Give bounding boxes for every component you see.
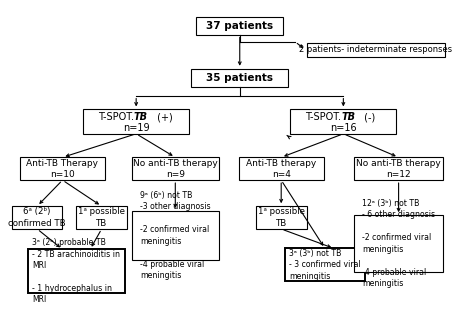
FancyBboxPatch shape	[28, 249, 125, 293]
Text: n=16: n=16	[330, 123, 356, 133]
FancyBboxPatch shape	[285, 249, 365, 281]
Text: Anti-TB therapy
n=4: Anti-TB therapy n=4	[246, 159, 316, 179]
FancyBboxPatch shape	[83, 109, 189, 134]
Text: 2 patients- indeterminate responses: 2 patients- indeterminate responses	[299, 45, 452, 55]
FancyBboxPatch shape	[238, 157, 324, 180]
Text: TB: TB	[134, 112, 148, 122]
Text: 1ᵃ possible
TB: 1ᵃ possible TB	[78, 207, 125, 228]
Text: Anti-TB Therapy
n=10: Anti-TB Therapy n=10	[27, 159, 99, 179]
FancyBboxPatch shape	[291, 109, 396, 134]
FancyBboxPatch shape	[196, 17, 283, 34]
FancyBboxPatch shape	[191, 69, 288, 87]
FancyBboxPatch shape	[132, 157, 219, 180]
Text: 12ᵃ (3ᵇ) not TB
- 6 other diagnosis

-2 confirmed viral
meningitis

-4 probable : 12ᵃ (3ᵇ) not TB - 6 other diagnosis -2 c…	[362, 199, 435, 288]
Text: 3ᵃ (2ᵇ) probable TB
- 2 TB arachinoiditis in
MRI

- 1 hydrocephalus in
MRI: 3ᵃ (2ᵇ) probable TB - 2 TB arachinoiditi…	[32, 238, 120, 305]
FancyBboxPatch shape	[12, 206, 63, 229]
Text: T-SPOT.: T-SPOT.	[305, 112, 341, 122]
FancyBboxPatch shape	[20, 157, 105, 180]
Text: 35 patients: 35 patients	[206, 72, 273, 83]
Text: 6ᵃ (2ᵇ)
confirmed TB: 6ᵃ (2ᵇ) confirmed TB	[9, 207, 66, 228]
FancyBboxPatch shape	[354, 157, 444, 180]
FancyBboxPatch shape	[132, 211, 219, 260]
Text: T-SPOT.: T-SPOT.	[98, 112, 134, 122]
Text: 37 patients: 37 patients	[206, 21, 273, 30]
FancyBboxPatch shape	[307, 43, 445, 57]
Text: 3ᵃ (3ᵇ) not TB
- 3 confirmed viral
meningitis: 3ᵃ (3ᵇ) not TB - 3 confirmed viral menin…	[289, 249, 361, 281]
Text: No anti-TB therapy
n=12: No anti-TB therapy n=12	[356, 159, 441, 179]
Text: 1ᵃ possible
TB: 1ᵃ possible TB	[258, 207, 305, 228]
Text: 9ᵃ (6ᵇ) not TB
-3 other diagnosis

-2 confirmed viral
meningitis

-4 probable vi: 9ᵃ (6ᵇ) not TB -3 other diagnosis -2 con…	[140, 191, 210, 280]
FancyBboxPatch shape	[256, 206, 307, 229]
Text: No anti-TB therapy
n=9: No anti-TB therapy n=9	[133, 159, 218, 179]
FancyBboxPatch shape	[354, 215, 444, 272]
Text: TB: TB	[341, 112, 355, 122]
Text: (-): (-)	[361, 112, 375, 122]
Text: n=19: n=19	[123, 123, 149, 133]
FancyBboxPatch shape	[76, 206, 127, 229]
Text: (+): (+)	[154, 112, 173, 122]
